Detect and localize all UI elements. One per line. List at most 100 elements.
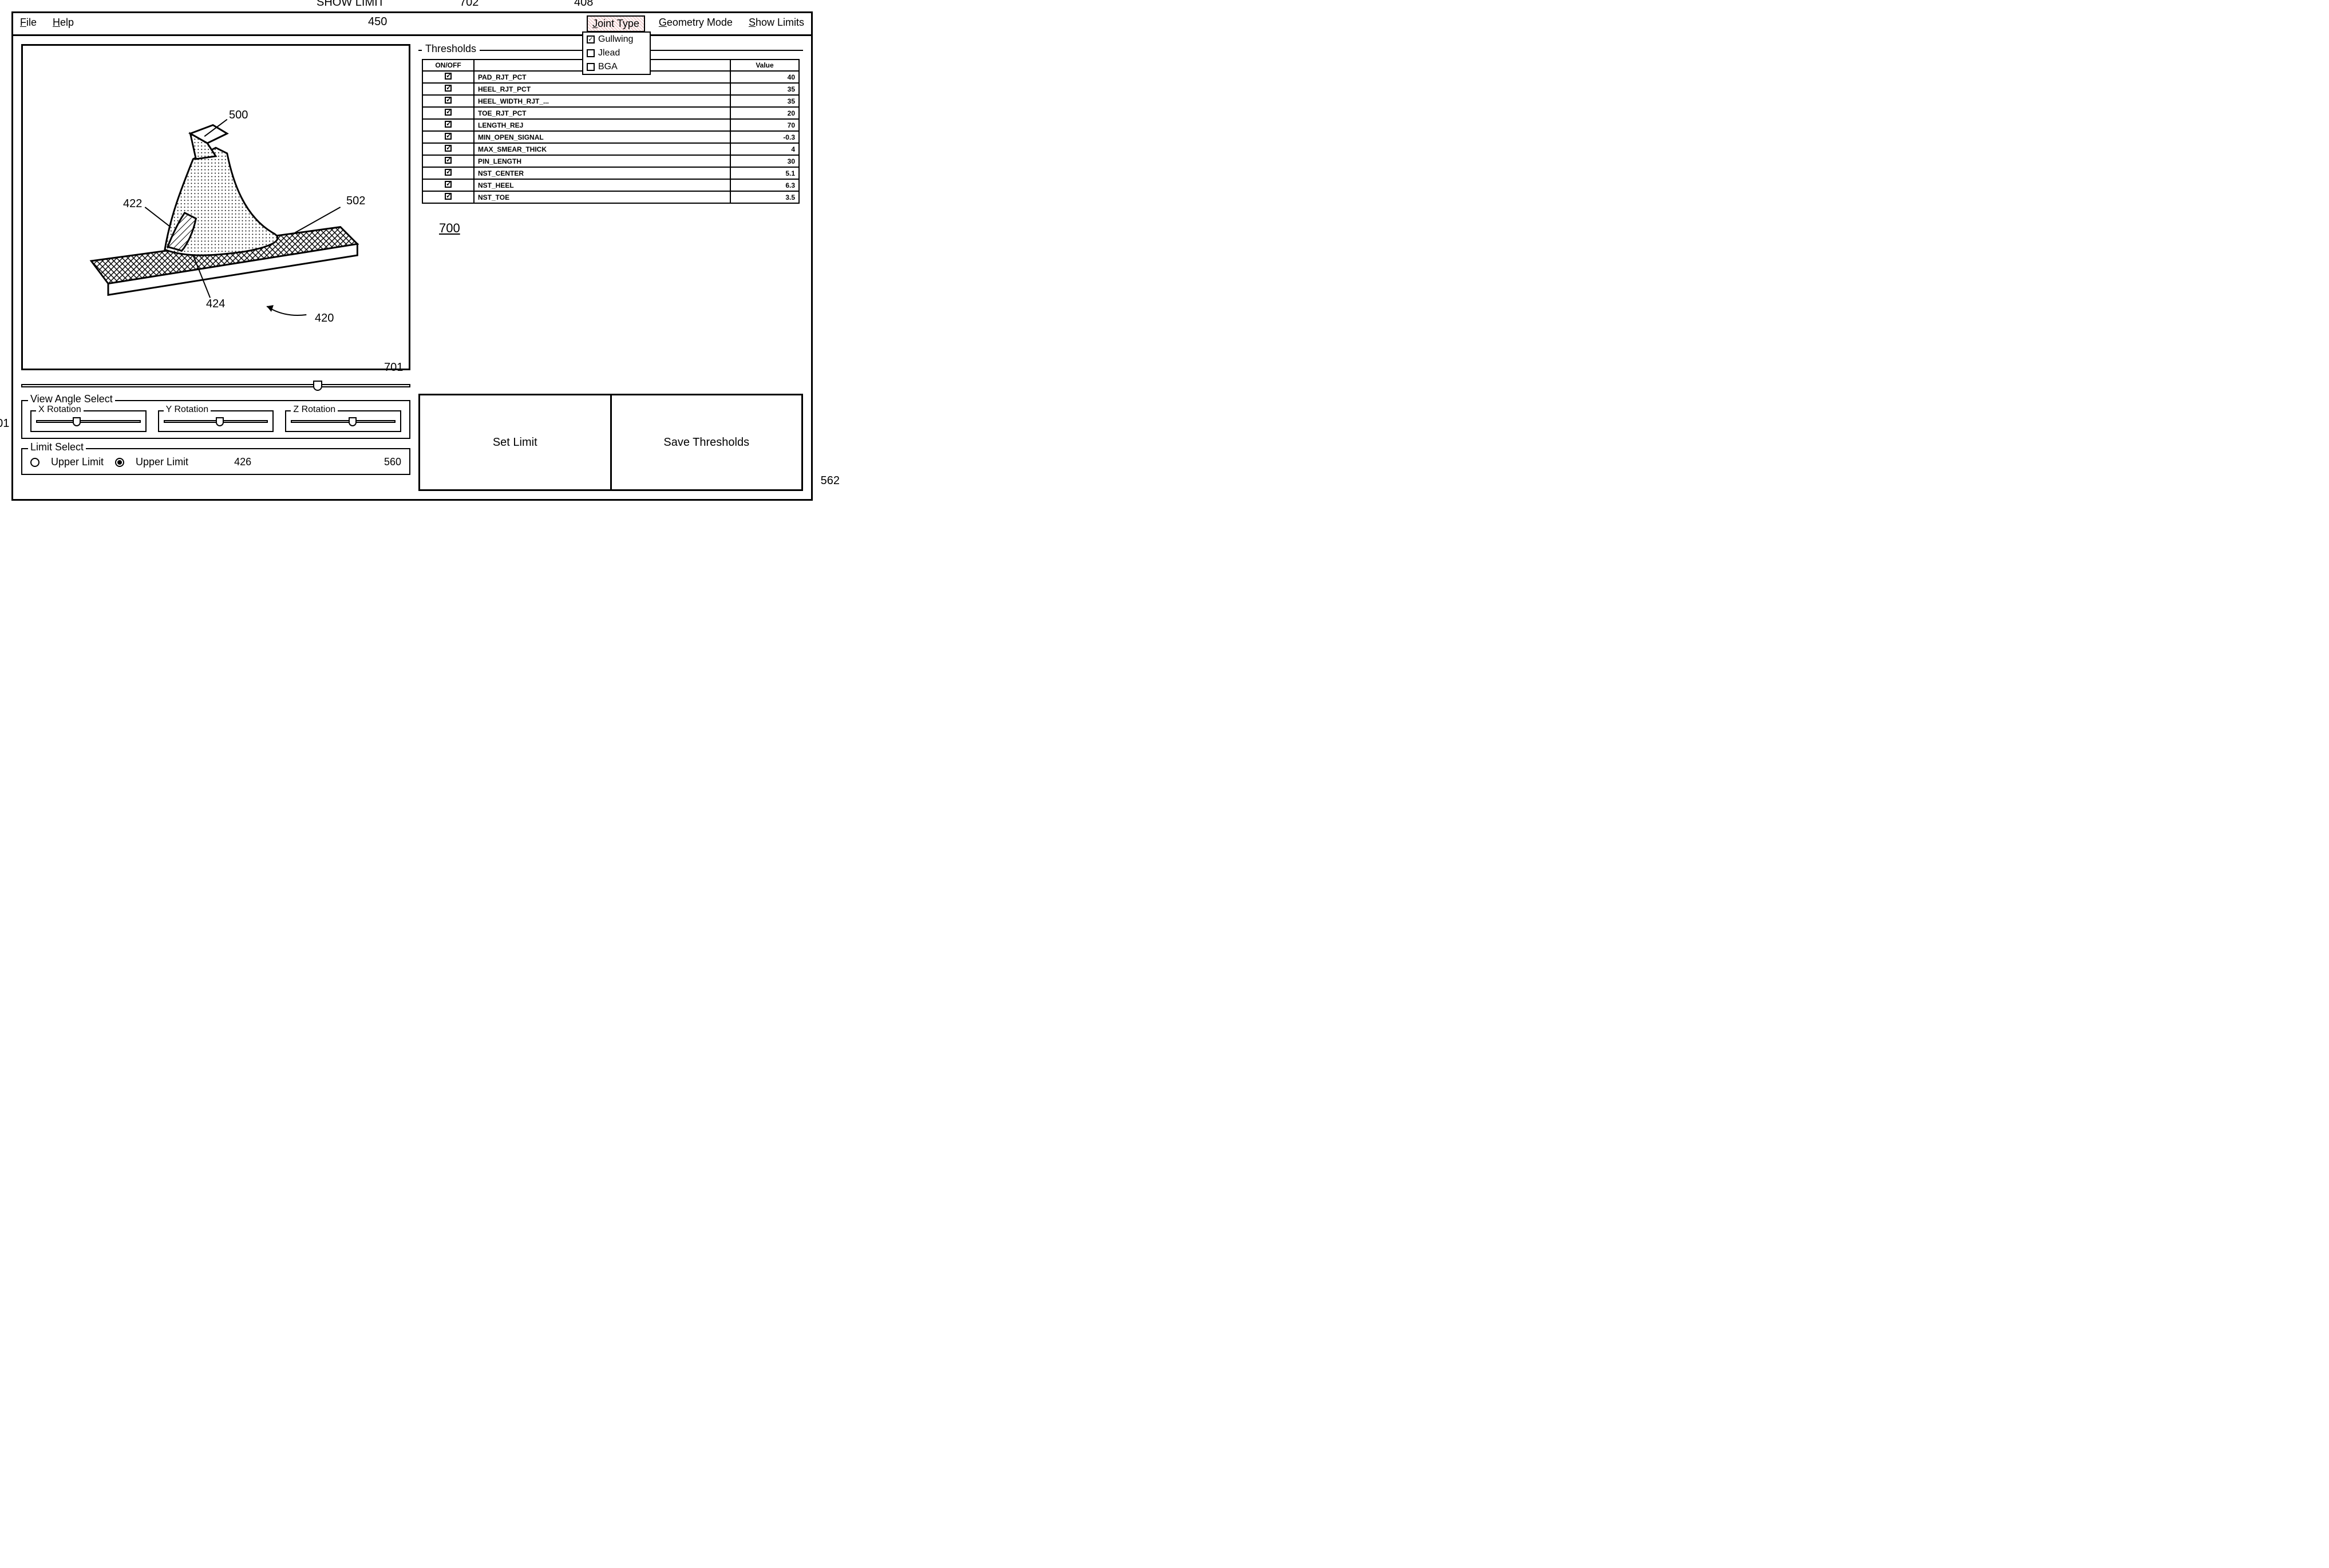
checkbox-icon [445,85,452,92]
ref-700: 700 [439,221,800,236]
set-limit-button[interactable]: Set Limit [418,394,612,491]
slider-thumb-icon[interactable] [313,381,322,391]
threshold-onoff[interactable] [422,83,474,95]
table-row[interactable]: TOE_RJT_PCT20 [422,107,799,119]
left-column: 500 422 502 424 420 View Angle Select X … [21,44,410,491]
threshold-value[interactable]: 3.5 [730,191,799,203]
z-rotation-group: Z Rotation [285,410,401,432]
main-area: 500 422 502 424 420 View Angle Select X … [13,36,811,499]
callout-562: 562 [821,474,840,488]
threshold-value[interactable]: 70 [730,119,799,131]
thresholds-panel: Thresholds ON/OFF Value PAD_RJT_PCT40HEE… [418,44,803,365]
thresholds-table: ON/OFF Value PAD_RJT_PCT40HEEL_RJT_PCT35… [422,59,800,204]
right-column: Thresholds ON/OFF Value PAD_RJT_PCT40HEE… [418,44,803,491]
threshold-name: HEEL_WIDTH_RJT_... [474,95,730,107]
threshold-value[interactable]: 35 [730,83,799,95]
threshold-value[interactable]: 30 [730,155,799,167]
app-window: SHOW LIMIT 702 408 File Help 450 Joint T… [11,11,813,501]
threshold-onoff[interactable] [422,167,474,179]
table-row[interactable]: LENGTH_REJ70 [422,119,799,131]
checkbox-icon [445,133,452,140]
threshold-value[interactable]: 40 [730,71,799,83]
preview-3d[interactable]: 500 422 502 424 420 [21,44,410,370]
checkbox-icon [445,169,452,176]
menu-file[interactable]: File [18,15,39,32]
menubar: File Help 450 Joint Type Geometry Mode S… [13,13,811,36]
table-row[interactable]: MIN_OPEN_SIGNAL-0.3 [422,131,799,143]
callout-560: 560 [384,456,401,468]
checkbox-icon: ✓ [587,35,595,43]
menu-help[interactable]: Help [50,15,76,32]
radio-upper-limit-1[interactable] [30,458,39,467]
radio-label-2: Upper Limit [136,456,188,468]
callout-424: 424 [206,298,225,311]
checkbox-icon [445,121,452,128]
threshold-onoff[interactable] [422,119,474,131]
table-row[interactable]: NST_HEEL6.3 [422,179,799,191]
threshold-name: HEEL_RJT_PCT [474,83,730,95]
view-angle-legend: View Angle Select [28,393,115,405]
button-row: Set Limit Save Thresholds [418,394,803,491]
table-row[interactable]: PIN_LENGTH30 [422,155,799,167]
table-row[interactable]: MAX_SMEAR_THICK4 [422,143,799,155]
threshold-name: LENGTH_REJ [474,119,730,131]
checkbox-icon [445,145,452,152]
y-rotation-group: Y Rotation [158,410,274,432]
checkbox-icon [445,181,452,188]
threshold-name: TOE_RJT_PCT [474,107,730,119]
threshold-onoff[interactable] [422,71,474,83]
limit-select-legend: Limit Select [28,441,86,453]
table-row[interactable]: NST_TOE3.5 [422,191,799,203]
z-rotation-slider[interactable] [291,417,396,426]
threshold-onoff[interactable] [422,143,474,155]
menu-geometry-mode[interactable]: Geometry Mode [657,15,735,32]
y-rotation-slider[interactable] [164,417,268,426]
threshold-onoff[interactable] [422,179,474,191]
menu-joint-type[interactable]: Joint Type [587,15,645,32]
threshold-value[interactable]: -0.3 [730,131,799,143]
threshold-value[interactable]: 4 [730,143,799,155]
threshold-onoff[interactable] [422,155,474,167]
threshold-name: NST_CENTER [474,167,730,179]
threshold-onoff[interactable] [422,107,474,119]
x-rotation-slider[interactable] [36,417,141,426]
threshold-name: NST_HEEL [474,179,730,191]
threshold-name: MAX_SMEAR_THICK [474,143,730,155]
threshold-onoff[interactable] [422,95,474,107]
y-rotation-label: Y Rotation [164,405,211,415]
slider-thumb-icon[interactable] [73,417,81,426]
threshold-onoff[interactable] [422,131,474,143]
joint-type-dropdown: ✓ Gullwing Jlead BGA [582,31,651,75]
view-angle-select: View Angle Select X Rotation Y Rotation [21,400,410,439]
callout-702: 702 [460,0,479,9]
threshold-name: NST_TOE [474,191,730,203]
threshold-value[interactable]: 5.1 [730,167,799,179]
threshold-value[interactable]: 6.3 [730,179,799,191]
col-value: Value [730,60,799,71]
callout-601: 601 [0,417,9,430]
threshold-value[interactable]: 35 [730,95,799,107]
table-row[interactable]: NST_CENTER5.1 [422,167,799,179]
col-onoff: ON/OFF [422,60,474,71]
menu-show-limits[interactable]: Show Limits [746,15,806,32]
radio-label-1: Upper Limit [51,456,104,468]
threshold-onoff[interactable] [422,191,474,203]
x-rotation-label: X Rotation [36,405,84,415]
main-slider[interactable] [21,381,410,391]
window-title: SHOW LIMIT [317,0,385,9]
callout-500: 500 [229,109,248,122]
save-thresholds-button[interactable]: Save Thresholds [612,394,804,491]
slider-thumb-icon[interactable] [216,417,224,426]
slider-thumb-icon[interactable] [349,417,357,426]
dropdown-item-bga[interactable]: BGA [583,60,650,74]
thresholds-legend: Thresholds [422,43,480,55]
dropdown-item-jlead[interactable]: Jlead [583,46,650,60]
radio-upper-limit-2[interactable] [115,458,124,467]
table-row[interactable]: HEEL_WIDTH_RJT_...35 [422,95,799,107]
table-row[interactable]: HEEL_RJT_PCT35 [422,83,799,95]
threshold-value[interactable]: 20 [730,107,799,119]
checkbox-icon [445,193,452,200]
callout-426: 426 [234,456,251,468]
dropdown-item-gullwing[interactable]: ✓ Gullwing [583,33,650,46]
checkbox-icon [587,49,595,57]
